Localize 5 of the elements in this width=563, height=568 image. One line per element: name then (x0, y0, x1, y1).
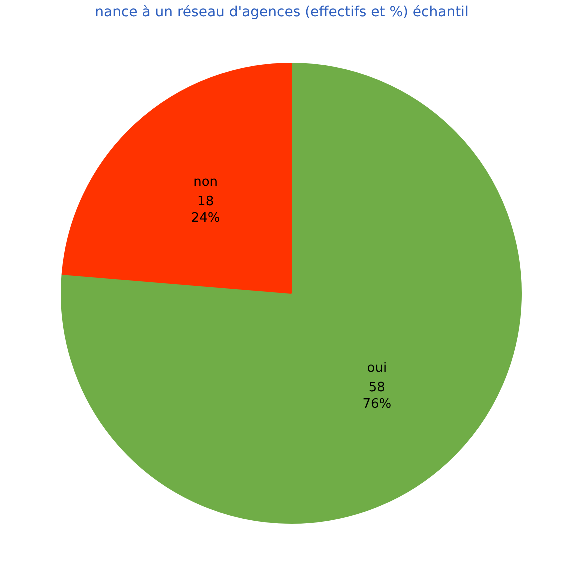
slice-label: non (194, 174, 218, 190)
chart-title: nance à un réseau d'agences (effectifs et %) échantil (95, 4, 469, 20)
data-label: 58 76% (362, 380, 392, 412)
data-label: 18 24% (191, 194, 220, 226)
slice-label: oui (367, 361, 388, 376)
